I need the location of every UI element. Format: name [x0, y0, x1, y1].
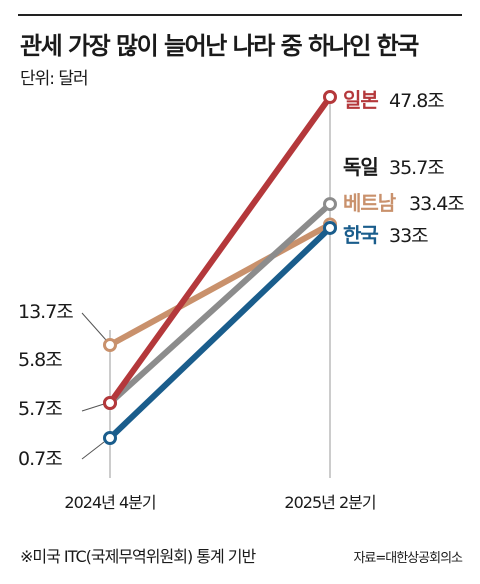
- point-japan-end: [323, 90, 337, 104]
- series-name-vietnam: 베트남: [343, 191, 397, 215]
- point-japan-start: [103, 396, 117, 410]
- point-germany-end: [323, 197, 337, 212]
- series-lines: [107, 94, 333, 441]
- end-value-label-korea: 33조: [389, 225, 428, 247]
- source-note: 자료=대한상공회의소: [353, 551, 463, 566]
- end-value-label-japan: 47.8조: [389, 90, 444, 112]
- footnote: ※미국 ITC(국제무역위원회) 통계 기반: [20, 547, 256, 566]
- series-name-korea: 한국: [343, 223, 378, 247]
- series-line-germany: [107, 201, 333, 406]
- start-value-labels: 13.7조 5.8조 5.7조 0.7조: [18, 301, 74, 470]
- series-points: [103, 90, 337, 445]
- leader-lines: [81, 312, 107, 460]
- series-line-vietnam: [107, 221, 333, 348]
- end-value-label-vietnam: 33.4조: [409, 193, 464, 215]
- start-value-label: 5.8조: [18, 349, 62, 371]
- series-name-germany: 독일: [343, 155, 378, 179]
- start-value-label: 13.7조: [18, 301, 73, 323]
- series-line-japan: [107, 94, 333, 406]
- chart-title: 관세 가장 많이 늘어난 나라 중 하나인 한국: [20, 32, 419, 60]
- leader-line: [81, 403, 105, 412]
- series-line-korea: [107, 224, 333, 441]
- point-vietnam-start: [103, 338, 117, 352]
- top-rule: [18, 14, 462, 16]
- leader-line: [81, 312, 107, 341]
- start-value-label: 0.7조: [18, 448, 62, 470]
- point-korea-end: [323, 220, 337, 235]
- end-value-label-germany: 35.7조: [389, 157, 444, 179]
- x-tick-label: 2025년 2분기: [284, 493, 375, 512]
- point-korea-start: [103, 431, 117, 445]
- x-tick-labels: 2024년 4분기 2025년 2분기: [64, 493, 376, 512]
- start-value-label: 5.7조: [18, 398, 62, 420]
- leader-line: [81, 441, 105, 460]
- unit-label: 단위: 달러: [20, 69, 89, 89]
- x-tick-label: 2024년 4분기: [64, 493, 155, 512]
- series-name-japan: 일본: [343, 88, 378, 112]
